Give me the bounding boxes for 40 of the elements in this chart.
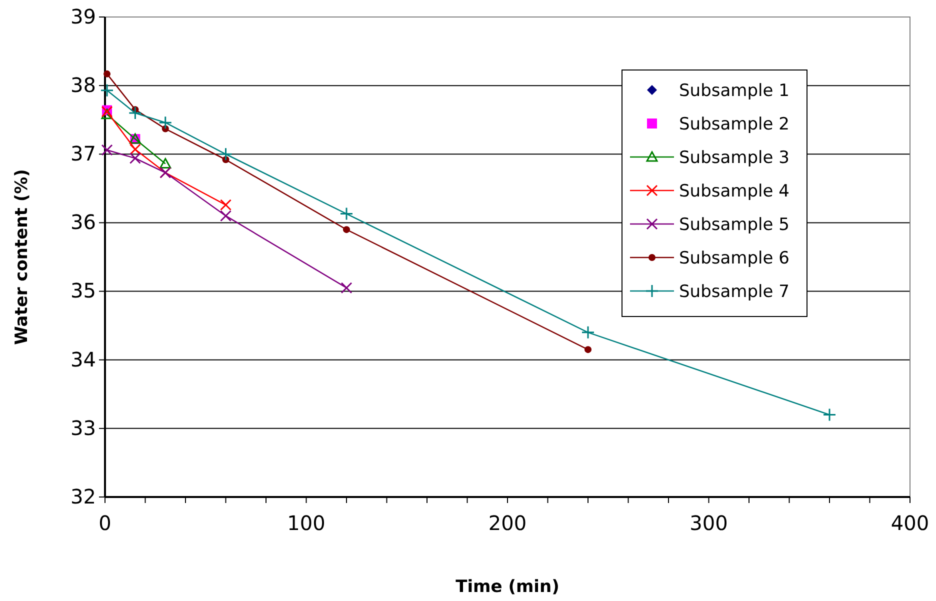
- point: [128, 106, 142, 120]
- y-tick-label: 39: [70, 4, 96, 28]
- legend-label: Subsample 7: [679, 282, 790, 302]
- legend-label: Subsample 3: [679, 148, 790, 168]
- x-tick-label: 400: [890, 511, 930, 535]
- y-axis-title: Water content (%): [12, 169, 32, 345]
- point: [220, 199, 232, 211]
- point: [584, 346, 592, 354]
- y-tick-label: 36: [70, 210, 96, 234]
- legend-label: Subsample 5: [679, 215, 790, 235]
- legend-label: Subsample 4: [679, 182, 790, 202]
- legend-label: Subsample 1: [679, 81, 790, 101]
- y-tick-label: 34: [70, 347, 96, 372]
- legend-label: Subsample 2: [679, 114, 790, 134]
- point: [129, 152, 141, 164]
- x-tick-label: 200: [488, 511, 527, 535]
- point: [581, 326, 595, 340]
- y-tick-label: 33: [70, 416, 96, 440]
- point: [158, 116, 172, 130]
- x-axis-title: Time (min): [456, 577, 560, 597]
- point: [220, 210, 232, 222]
- point: [129, 144, 141, 156]
- point: [219, 147, 232, 161]
- point: [340, 207, 354, 221]
- point: [822, 408, 836, 422]
- x-tick-label: 300: [690, 511, 728, 535]
- x-tick-label: 0: [98, 511, 112, 535]
- y-tick-label: 35: [70, 278, 96, 303]
- x-tick-label: 100: [287, 511, 326, 535]
- point: [101, 144, 113, 156]
- point: [160, 158, 172, 168]
- point: [343, 226, 350, 234]
- point: [100, 84, 114, 98]
- legend-label: Subsample 6: [679, 248, 790, 268]
- point: [101, 108, 113, 120]
- point: [340, 282, 352, 294]
- y-tick-label: 37: [70, 142, 96, 166]
- point: [104, 70, 111, 78]
- y-tick-label: 32: [70, 484, 96, 508]
- y-tick-label: 38: [70, 72, 96, 97]
